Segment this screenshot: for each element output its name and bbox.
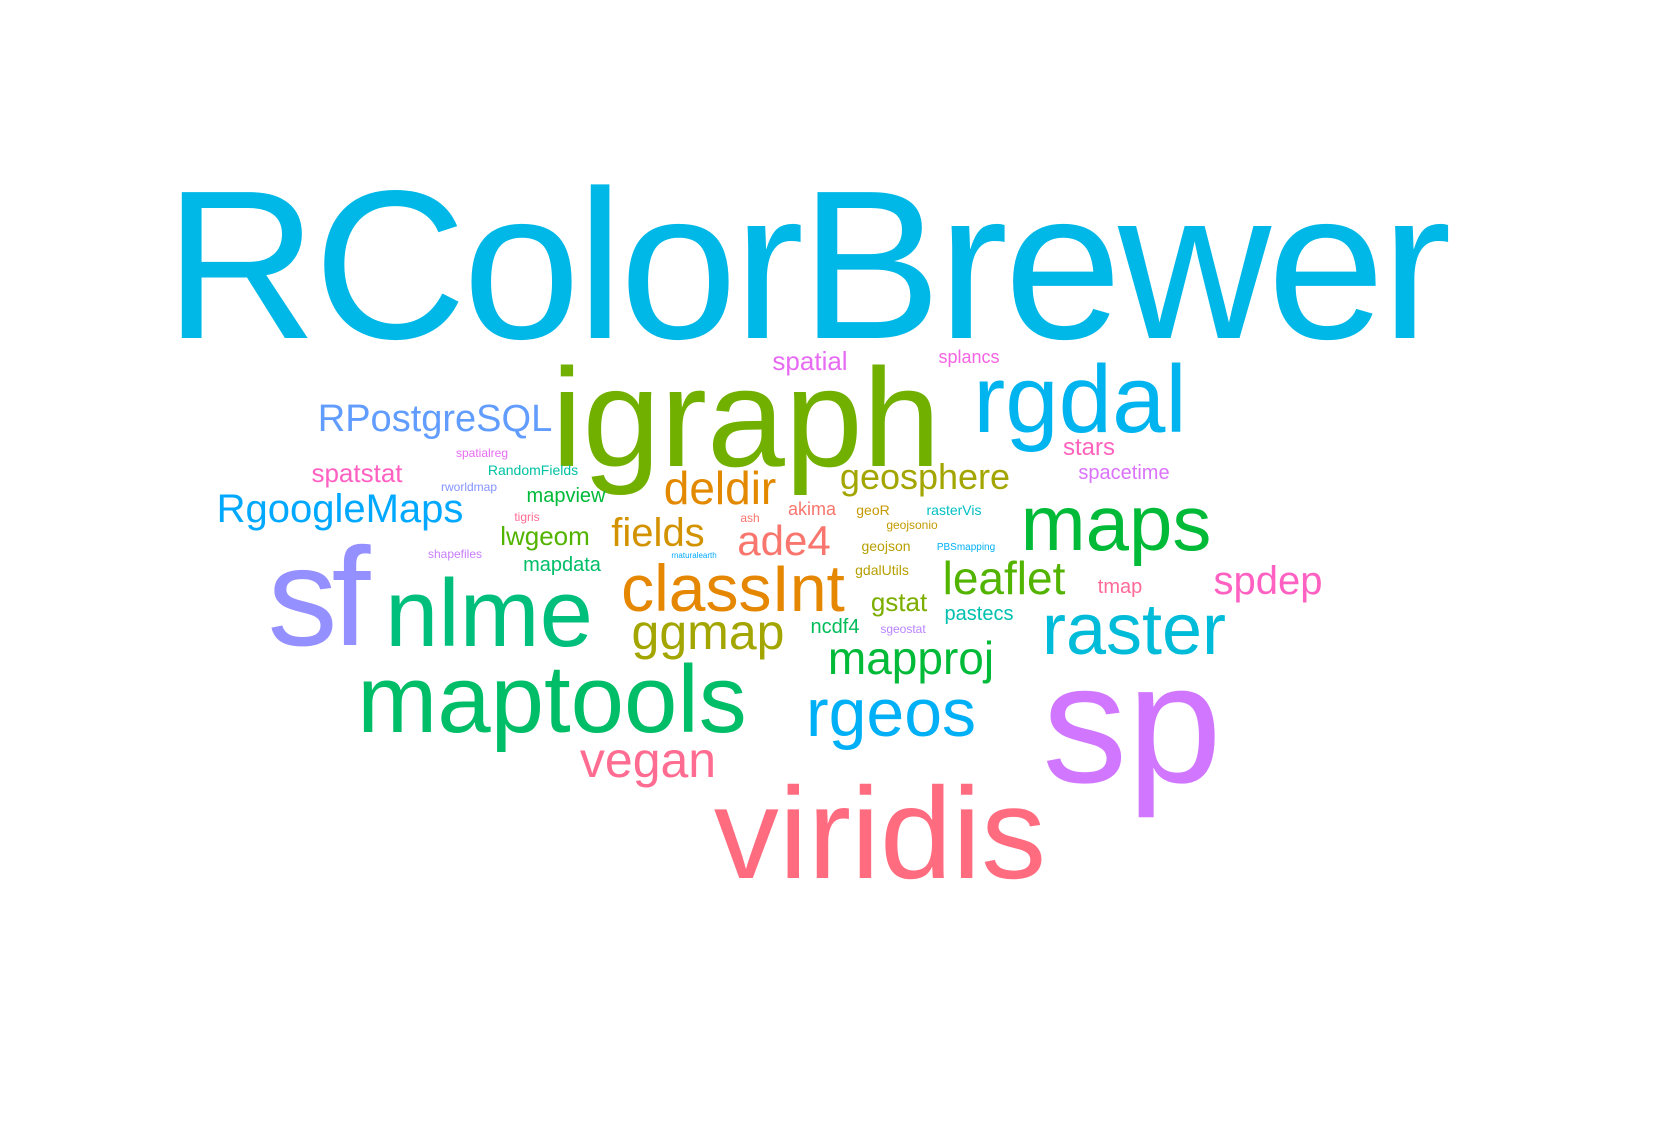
word-raster: raster: [1041, 590, 1227, 670]
word-splancs: splancs: [938, 347, 1000, 367]
word-rcolorbrewer: RColorBrewer: [164, 146, 1451, 383]
word-spatial: spatial: [772, 346, 848, 376]
word-spatstat: spatstat: [311, 458, 403, 488]
word-igraph: igraph: [551, 339, 941, 496]
word-ash: ash: [740, 511, 760, 525]
word-akima: akima: [787, 499, 837, 519]
word-sp: sp: [1042, 629, 1222, 819]
word-rgdal: rgdal: [973, 346, 1187, 453]
word-spacetime: spacetime: [1078, 462, 1170, 484]
word-rpostgresql: RPostgreSQL: [317, 398, 553, 440]
word-mapproj: mapproj: [827, 632, 995, 684]
word-viridis: viridis: [713, 760, 1047, 906]
word-mapview: mapview: [526, 485, 606, 507]
word-rgooglemaps: RgoogleMaps: [216, 487, 464, 531]
word-pastecs: pastecs: [944, 603, 1014, 625]
word-rworldmap: rworldmap: [440, 480, 498, 494]
word-ncdf4: ncdf4: [810, 616, 860, 638]
word-geojson: geojson: [861, 538, 911, 554]
word-rastervis: rasterVis: [926, 502, 982, 518]
word-gdalutils: gdalUtils: [855, 562, 909, 578]
word-shapefiles: shapefiles: [427, 547, 483, 561]
word-fields: fields: [611, 511, 705, 555]
word-classint: classInt: [621, 551, 845, 625]
word-lwgeom: lwgeom: [500, 521, 590, 551]
word-maps: maps: [1020, 479, 1212, 567]
word-deldir: deldir: [663, 462, 777, 514]
word-maptools: maptools: [357, 646, 747, 753]
word-sgeostat: sgeostat: [880, 622, 926, 636]
word-geor: geoR: [856, 502, 890, 518]
word-geojsonio: geojsonio: [886, 518, 938, 532]
word-tmap: tmap: [1097, 576, 1143, 598]
word-rgeos: rgeos: [805, 675, 977, 751]
word-gstat: gstat: [870, 587, 928, 617]
word-spdep: spdep: [1213, 559, 1323, 603]
word-vegan: vegan: [579, 732, 717, 788]
word-ggmap: ggmap: [631, 604, 785, 660]
word-sf: sf: [267, 518, 371, 675]
word-pbsmapping: PBSmapping: [936, 542, 996, 553]
word-geosphere: geosphere: [839, 456, 1011, 497]
word-stars: stars: [1062, 434, 1116, 461]
word-leaflet: leaflet: [942, 552, 1066, 604]
word-nlme: nlme: [384, 560, 594, 667]
word-randomfields: RandomFields: [487, 462, 579, 478]
word-rnaturalearth: rnaturalearth: [671, 551, 717, 560]
word-ade4: ade4: [737, 517, 831, 564]
word-mapdata: mapdata: [523, 554, 601, 576]
word-spatialreg: spatialreg: [455, 446, 509, 460]
word-tigris: tigris: [514, 510, 540, 524]
